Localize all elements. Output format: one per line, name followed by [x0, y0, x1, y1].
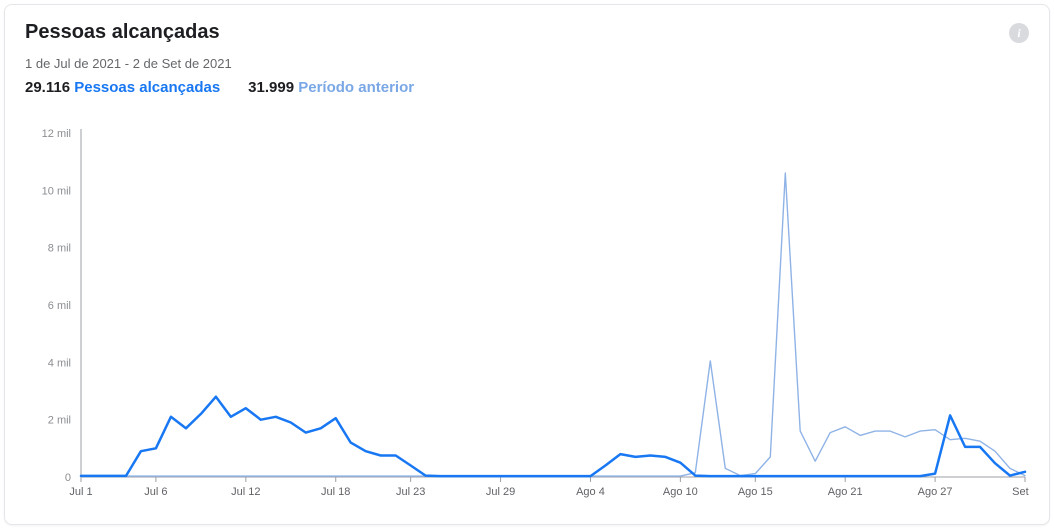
series-pessoas-alcançadas — [81, 397, 1025, 476]
analytics-card: Pessoas alcançadas i 1 de Jul de 2021 - … — [4, 4, 1050, 525]
svg-text:Jul 1: Jul 1 — [69, 486, 92, 498]
svg-text:10 mil: 10 mil — [42, 185, 71, 197]
card-title: Pessoas alcançadas — [25, 21, 220, 44]
svg-text:2 mil: 2 mil — [48, 415, 71, 427]
series-período-anterior — [81, 173, 1025, 476]
svg-text:Set 2: Set 2 — [1012, 486, 1031, 498]
svg-text:Jul 18: Jul 18 — [321, 486, 350, 498]
metric-previous: 31.999 Período anterior — [248, 79, 414, 96]
svg-text:Jul 23: Jul 23 — [396, 486, 425, 498]
line-chart: 0 2 mil 4 mil 6 mil 8 mil 10 mil 12 mil Jul 1 Ju… — [25, 125, 1031, 510]
svg-text:4 mil: 4 mil — [48, 357, 71, 369]
svg-text:Ago 15: Ago 15 — [738, 486, 773, 498]
svg-text:Jul 29: Jul 29 — [486, 486, 515, 498]
metric-current-label: Pessoas alcançadas — [74, 79, 220, 96]
metric-previous-value: 31.999 — [248, 79, 294, 96]
svg-text:Ago 4: Ago 4 — [576, 486, 605, 498]
svg-text:0: 0 — [65, 472, 71, 484]
svg-text:Ago 27: Ago 27 — [918, 486, 953, 498]
metric-current: 29.116 Pessoas alcançadas — [25, 79, 220, 96]
card-header: Pessoas alcançadas i — [25, 21, 1029, 44]
svg-text:Jul 12: Jul 12 — [231, 486, 260, 498]
svg-text:8 mil: 8 mil — [48, 243, 71, 255]
svg-text:Ago 21: Ago 21 — [828, 486, 863, 498]
metric-previous-label: Período anterior — [298, 79, 414, 96]
svg-text:12 mil: 12 mil — [42, 128, 71, 140]
info-icon[interactable]: i — [1009, 23, 1029, 43]
metric-current-value: 29.116 — [25, 79, 70, 96]
date-range: 1 de Jul de 2021 - 2 de Set de 2021 — [25, 56, 1029, 71]
metrics-row: 29.116 Pessoas alcançadas 31.999 Período… — [25, 79, 1029, 96]
svg-text:Jul 6: Jul 6 — [144, 486, 167, 498]
svg-text:6 mil: 6 mil — [48, 300, 71, 312]
svg-text:Ago 10: Ago 10 — [663, 486, 698, 498]
chart-area: 0 2 mil 4 mil 6 mil 8 mil 10 mil 12 mil Jul 1 Ju… — [25, 125, 1029, 508]
